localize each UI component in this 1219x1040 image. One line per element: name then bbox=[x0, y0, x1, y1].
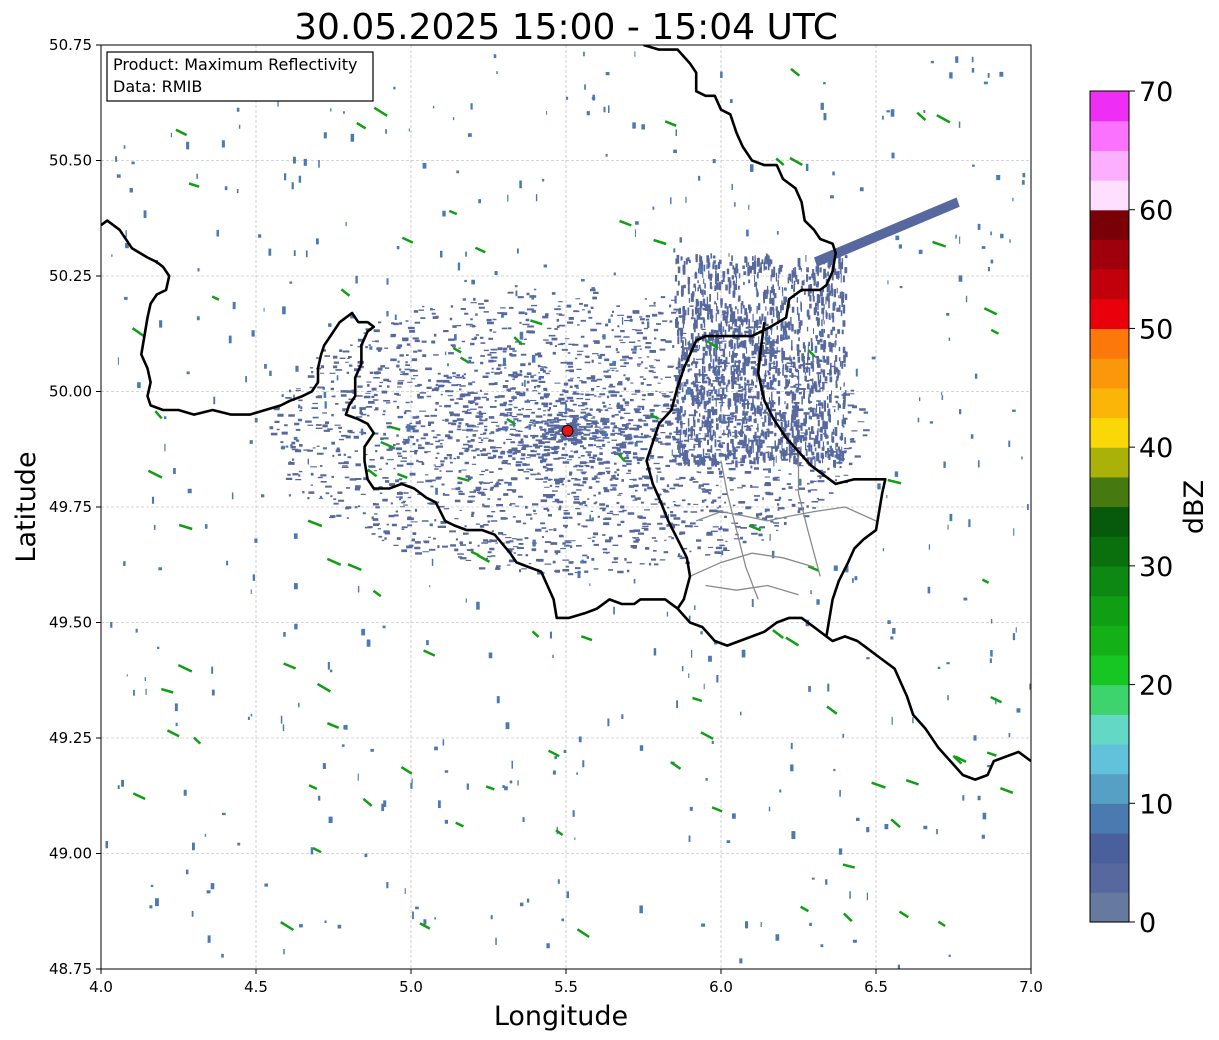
colorbar-segment bbox=[1090, 743, 1129, 775]
figure-title: 30.05.2025 15:00 - 15:04 UTC bbox=[294, 7, 838, 48]
colorbar-tick-label: 30 bbox=[1139, 552, 1173, 583]
x-tick-label: 4.5 bbox=[244, 978, 268, 996]
colorbar: 0 10 20 30 40 50 60 70 bbox=[1089, 77, 1173, 939]
colorbar-segment bbox=[1090, 506, 1129, 537]
border-line bbox=[756, 322, 887, 637]
colorbar-tick-label: 10 bbox=[1139, 789, 1173, 820]
y-axis-label: Latitude bbox=[11, 451, 42, 562]
y-tick-label: 50.50 bbox=[49, 152, 92, 170]
colorbar-segment bbox=[1090, 773, 1129, 804]
colorbar-segment bbox=[1090, 595, 1129, 626]
colorbar-label: dBZ bbox=[1179, 480, 1210, 534]
grid-lines bbox=[101, 45, 1031, 969]
x-tick-label: 5.0 bbox=[399, 978, 423, 996]
colorbar-segment bbox=[1090, 120, 1129, 151]
border-line bbox=[101, 219, 1031, 781]
x-axis-ticks: 4.0 4.5 5.0 5.5 6.0 6.5 7.0 bbox=[89, 969, 1043, 996]
colorbar-segment bbox=[1090, 298, 1129, 330]
colorbar-tick-label: 40 bbox=[1139, 433, 1173, 464]
colorbar-segment bbox=[1090, 654, 1129, 686]
colorbar-segment bbox=[1090, 387, 1129, 419]
x-axis-label: Longitude bbox=[494, 1001, 628, 1032]
colorbar-segment bbox=[1090, 328, 1129, 359]
radar-site-marker[interactable] bbox=[561, 424, 574, 437]
colorbar-segment bbox=[1090, 239, 1129, 270]
x-tick-label: 6.0 bbox=[709, 978, 733, 996]
country-borders bbox=[101, 45, 1031, 781]
x-tick-label: 4.0 bbox=[89, 978, 113, 996]
colorbar-segment bbox=[1090, 358, 1129, 389]
colorbar-segment bbox=[1090, 832, 1129, 864]
y-tick-label: 48.75 bbox=[49, 960, 92, 978]
echo-clutter bbox=[269, 253, 870, 576]
colorbar-segment bbox=[1090, 536, 1129, 567]
colorbar-segment bbox=[1090, 625, 1129, 656]
product-label: Product: Maximum Reflectivity bbox=[113, 55, 357, 74]
colorbar-frame bbox=[1089, 90, 1130, 923]
echo-streaks bbox=[131, 67, 1014, 939]
info-box: Product: Maximum Reflectivity Data: RMIB bbox=[106, 51, 374, 102]
border-line bbox=[643, 45, 838, 610]
y-tick-label: 49.75 bbox=[49, 498, 92, 516]
colorbar-segment bbox=[1090, 209, 1129, 240]
colorbar-segment bbox=[1090, 447, 1129, 478]
y-tick-label: 50.00 bbox=[49, 383, 92, 401]
region-line bbox=[689, 552, 815, 577]
x-tick-label: 7.0 bbox=[1019, 978, 1043, 996]
y-tick-label: 49.50 bbox=[49, 614, 92, 632]
x-tick-label: 5.5 bbox=[554, 978, 578, 996]
colorbar-segment bbox=[1090, 180, 1129, 211]
colorbar-segment bbox=[1090, 91, 1129, 122]
y-tick-label: 49.25 bbox=[49, 729, 92, 747]
colorbar-tick-label: 70 bbox=[1139, 77, 1173, 108]
colorbar-segment bbox=[1090, 565, 1129, 597]
colorbar-tick-label: 0 bbox=[1139, 908, 1156, 939]
data-source-label: Data: RMIB bbox=[113, 77, 202, 96]
echo-beam bbox=[814, 197, 960, 267]
x-tick-label: 6.5 bbox=[864, 978, 888, 996]
colorbar-segment bbox=[1090, 714, 1129, 745]
colorbar-segment bbox=[1090, 476, 1129, 508]
colorbar-segment bbox=[1090, 803, 1129, 834]
colorbar-tick-label: 60 bbox=[1139, 196, 1173, 227]
colorbar-tick-label: 20 bbox=[1139, 671, 1173, 702]
region-line bbox=[797, 456, 821, 577]
region-boundaries bbox=[689, 456, 877, 600]
region-line bbox=[720, 460, 759, 600]
radar-echoes bbox=[105, 51, 1031, 969]
y-tick-label: 50.75 bbox=[49, 36, 92, 54]
y-tick-label: 50.25 bbox=[49, 267, 92, 285]
region-line bbox=[705, 584, 799, 596]
colorbar-segment bbox=[1090, 150, 1129, 181]
colorbar-segment bbox=[1090, 417, 1129, 448]
colorbar-segment bbox=[1090, 684, 1129, 715]
colorbar-segment bbox=[1090, 862, 1129, 893]
colorbar-segment bbox=[1090, 269, 1129, 300]
y-tick-label: 49.00 bbox=[49, 845, 92, 863]
colorbar-segment bbox=[1090, 892, 1129, 923]
region-line bbox=[695, 506, 877, 522]
y-axis-ticks: 50.75 50.50 50.25 50.00 49.75 49.50 49.25 49.00… bbox=[49, 36, 101, 978]
colorbar-tick-label: 50 bbox=[1139, 314, 1173, 345]
